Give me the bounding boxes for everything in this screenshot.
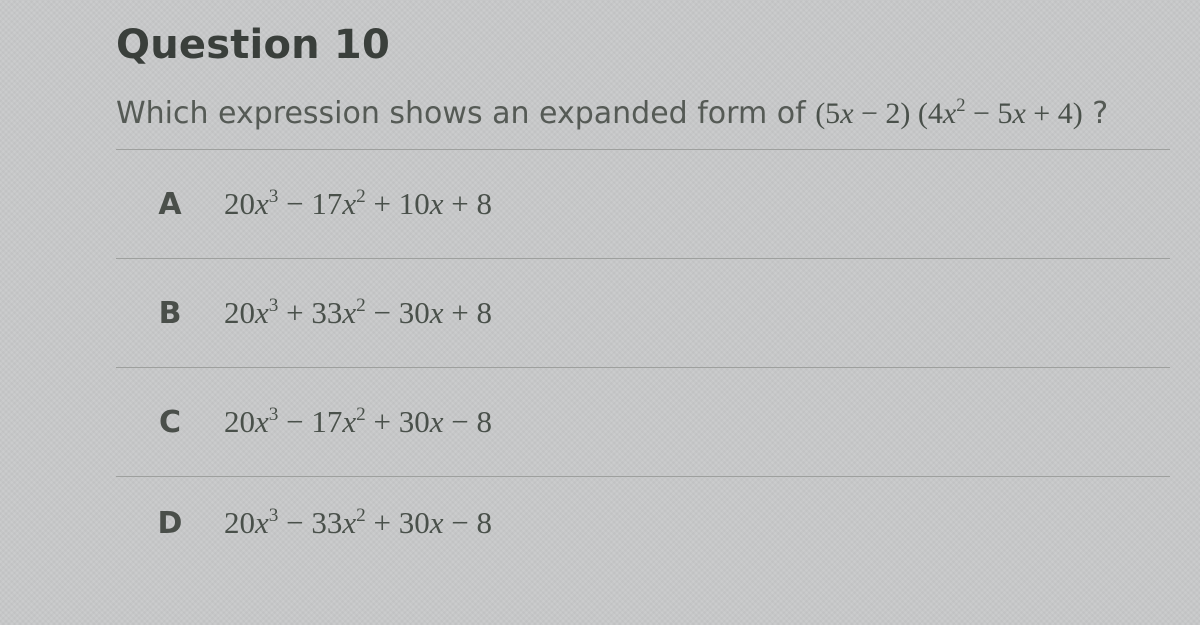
option-row-a[interactable]: A 20x3 − 17x2 + 10x + 8 <box>116 150 1170 259</box>
options-table: A 20x3 − 17x2 + 10x + 8 B 20x3 + 33x2 − … <box>116 149 1170 569</box>
option-expression: 20x3 + 33x2 − 30x + 8 <box>224 295 492 330</box>
option-expression: 20x3 − 17x2 + 10x + 8 <box>224 186 492 221</box>
option-expression: 20x3 − 17x2 + 30x − 8 <box>224 404 492 439</box>
prompt-expression: (5x − 2) (4x2 − 5x + 4) <box>815 97 1083 130</box>
option-expression: 20x3 − 33x2 + 30x − 8 <box>224 505 492 540</box>
option-letter: A <box>116 150 224 259</box>
option-letter: D <box>116 477 224 570</box>
question-title: Question 10 <box>116 22 1170 68</box>
option-row-d[interactable]: D 20x3 − 33x2 + 30x − 8 <box>116 477 1170 570</box>
option-letter: B <box>116 259 224 368</box>
prompt-tail: ? <box>1083 96 1108 131</box>
question-prompt: Which expression shows an expanded form … <box>116 96 1170 131</box>
option-row-c[interactable]: C 20x3 − 17x2 + 30x − 8 <box>116 368 1170 477</box>
option-row-b[interactable]: B 20x3 + 33x2 − 30x + 8 <box>116 259 1170 368</box>
option-letter: C <box>116 368 224 477</box>
prompt-lead: Which expression shows an expanded form … <box>116 96 815 131</box>
